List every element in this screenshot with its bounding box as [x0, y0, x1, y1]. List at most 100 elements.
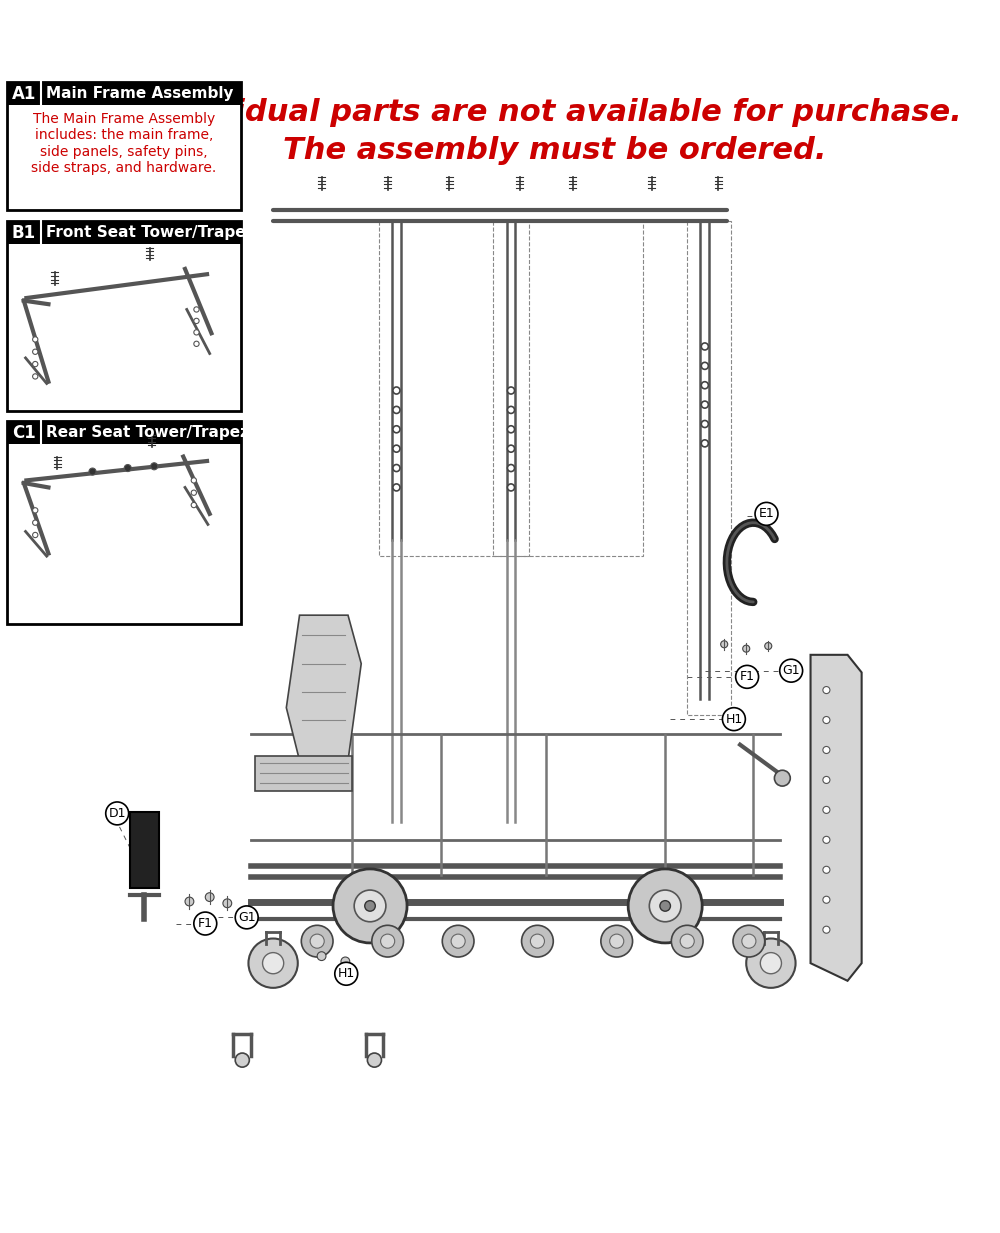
Circle shape: [393, 387, 400, 395]
Circle shape: [701, 343, 708, 350]
Circle shape: [33, 374, 38, 379]
Circle shape: [743, 645, 750, 652]
Circle shape: [507, 425, 515, 433]
Circle shape: [701, 382, 708, 388]
Circle shape: [649, 890, 681, 922]
Circle shape: [721, 641, 728, 647]
Circle shape: [823, 836, 830, 843]
Circle shape: [194, 342, 199, 346]
Circle shape: [823, 926, 830, 933]
Circle shape: [333, 869, 407, 943]
Circle shape: [191, 477, 196, 483]
Circle shape: [760, 953, 781, 974]
Circle shape: [701, 440, 708, 446]
Text: The Main Frame Assembly
includes: the main frame,
side panels, safety pins,
side: The Main Frame Assembly includes: the ma…: [31, 112, 216, 175]
Circle shape: [451, 935, 465, 948]
Text: The assembly must be ordered.: The assembly must be ordered.: [283, 137, 827, 165]
Text: Main Frame Assembly: Main Frame Assembly: [46, 86, 233, 101]
Circle shape: [263, 953, 284, 974]
Circle shape: [507, 445, 515, 453]
Circle shape: [341, 957, 350, 965]
FancyBboxPatch shape: [7, 222, 241, 411]
FancyBboxPatch shape: [7, 83, 241, 105]
Circle shape: [335, 962, 358, 985]
Text: Rear Seat Tower/Trapeze: Rear Seat Tower/Trapeze: [46, 425, 259, 440]
Circle shape: [442, 925, 474, 957]
Circle shape: [701, 420, 708, 428]
Circle shape: [755, 502, 778, 525]
Circle shape: [701, 363, 708, 370]
Circle shape: [765, 642, 772, 650]
Text: F1: F1: [198, 917, 213, 930]
Circle shape: [701, 401, 708, 408]
Polygon shape: [130, 811, 159, 888]
Circle shape: [317, 952, 326, 961]
Circle shape: [223, 899, 232, 907]
FancyBboxPatch shape: [7, 83, 241, 210]
Text: H1: H1: [725, 713, 743, 726]
Circle shape: [823, 777, 830, 783]
Circle shape: [780, 660, 803, 682]
Text: F1: F1: [740, 671, 755, 683]
Circle shape: [185, 898, 194, 906]
Text: Individual parts are not available for purchase.: Individual parts are not available for p…: [149, 99, 961, 127]
Text: D1: D1: [108, 806, 126, 820]
Circle shape: [823, 687, 830, 694]
Circle shape: [610, 935, 624, 948]
Circle shape: [205, 893, 214, 901]
Circle shape: [191, 490, 196, 496]
Circle shape: [736, 666, 759, 688]
Circle shape: [823, 867, 830, 873]
Circle shape: [194, 307, 199, 312]
Circle shape: [235, 1053, 249, 1067]
Circle shape: [33, 337, 38, 342]
Circle shape: [393, 483, 400, 491]
Text: G1: G1: [782, 665, 800, 677]
FancyBboxPatch shape: [7, 422, 241, 624]
Polygon shape: [286, 615, 361, 761]
Circle shape: [124, 465, 131, 471]
Circle shape: [194, 318, 199, 323]
Circle shape: [660, 900, 670, 911]
Circle shape: [194, 329, 199, 335]
FancyBboxPatch shape: [7, 222, 241, 244]
Circle shape: [823, 896, 830, 904]
Circle shape: [235, 906, 258, 928]
Circle shape: [671, 925, 703, 957]
Circle shape: [722, 708, 745, 731]
Circle shape: [33, 349, 38, 354]
Circle shape: [151, 462, 158, 470]
Circle shape: [33, 508, 38, 513]
Circle shape: [33, 520, 38, 525]
Circle shape: [301, 925, 333, 957]
Polygon shape: [811, 655, 862, 980]
Circle shape: [393, 465, 400, 471]
Circle shape: [393, 407, 400, 413]
Circle shape: [106, 801, 129, 825]
Circle shape: [746, 938, 796, 988]
Circle shape: [601, 925, 633, 957]
Circle shape: [507, 483, 515, 491]
Circle shape: [367, 1053, 381, 1067]
Text: B1: B1: [12, 224, 36, 242]
Circle shape: [381, 935, 395, 948]
Circle shape: [372, 925, 404, 957]
Circle shape: [393, 425, 400, 433]
Circle shape: [680, 935, 694, 948]
Circle shape: [507, 387, 515, 395]
Circle shape: [354, 890, 386, 922]
Circle shape: [507, 465, 515, 471]
Circle shape: [530, 935, 544, 948]
Text: Front Seat Tower/Trapeze: Front Seat Tower/Trapeze: [46, 226, 265, 240]
Text: A1: A1: [12, 85, 36, 102]
Circle shape: [33, 361, 38, 366]
Text: C1: C1: [12, 424, 36, 441]
Circle shape: [522, 925, 553, 957]
Circle shape: [742, 935, 756, 948]
Text: H1: H1: [338, 967, 355, 980]
Circle shape: [507, 407, 515, 413]
Circle shape: [191, 502, 196, 508]
Text: E1: E1: [759, 507, 774, 520]
Polygon shape: [255, 756, 352, 792]
Circle shape: [248, 938, 298, 988]
